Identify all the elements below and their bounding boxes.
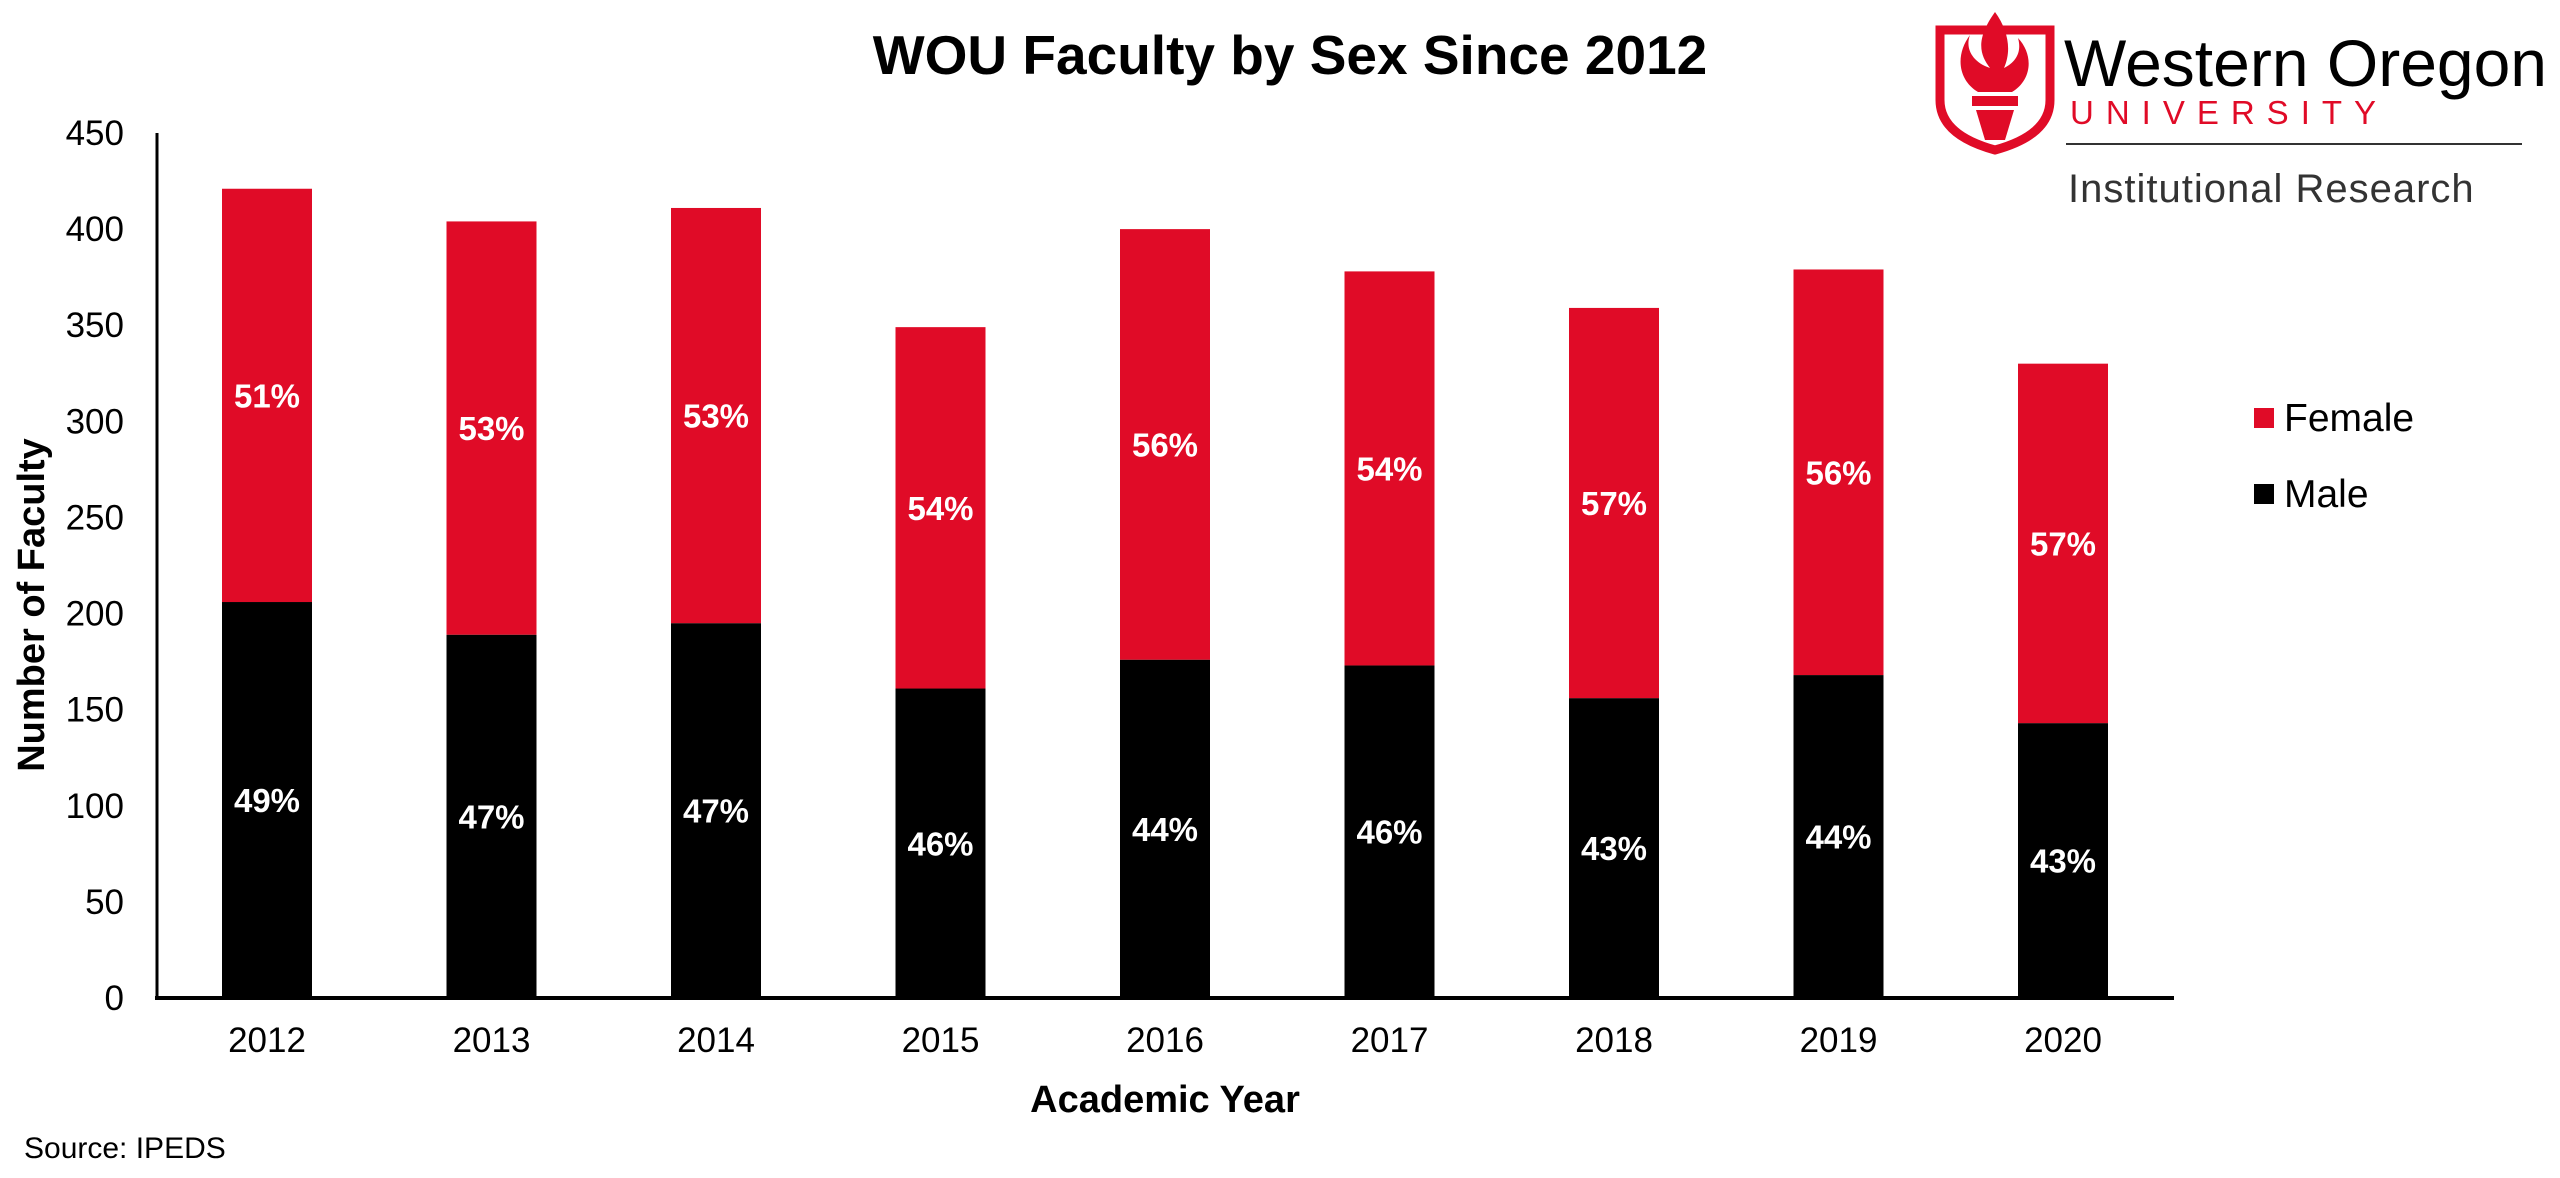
- x-axis-ticks: 2012 2013 2014 2015 2016 2017 2018 2019 2020: [228, 1021, 2102, 1060]
- bar-male-2020: [2018, 723, 2108, 998]
- bar-female-2014: [671, 207, 761, 624]
- bar-label-female-2019: 56%: [1805, 454, 1871, 491]
- y-axis-title: Number of Faculty: [11, 438, 53, 772]
- bar-label-male-2019: 44%: [1805, 819, 1871, 856]
- logo-university: UNIVERSITY: [2070, 94, 2388, 131]
- x-axis-title: Academic Year: [1030, 1079, 1300, 1121]
- bar-label-female-2020: 57%: [2030, 525, 2096, 562]
- bar-label-male-2017: 46%: [1356, 814, 1422, 851]
- bar-label-female-2017: 54%: [1356, 450, 1422, 487]
- bar-male-2012: [222, 602, 312, 998]
- wou-logo: Western Oregon UNIVERSITY Institutional …: [1935, 12, 2547, 211]
- bar-female-2019: [1793, 269, 1884, 676]
- bar-male-2014: [671, 623, 761, 998]
- bar-female-2015: [895, 327, 986, 689]
- bar-label-female-2013: 53%: [458, 410, 524, 447]
- bar-label-female-2014: 53%: [683, 398, 749, 435]
- y-tick-label: 0: [105, 979, 124, 1018]
- bar-label-female-2016: 56%: [1132, 426, 1198, 463]
- legend-swatch-female: [2254, 408, 2274, 428]
- x-tick-label: 2018: [1575, 1021, 1653, 1060]
- bar-female-2016: [1120, 229, 1210, 660]
- bar-label-male-2020: 43%: [2030, 843, 2096, 880]
- bar-female-2013: [446, 221, 537, 635]
- y-tick-label: 250: [66, 498, 124, 537]
- bar-label-male-2012: 49%: [234, 782, 300, 819]
- logo-name: Western Oregon: [2064, 26, 2547, 100]
- y-tick-label: 150: [66, 691, 124, 730]
- bar-female-2018: [1569, 307, 1659, 699]
- bar-label-female-2018: 57%: [1581, 485, 1647, 522]
- y-tick-label: 350: [66, 306, 124, 345]
- plot-area: 49% 51% 47% 53% 47% 53% 46% 54% 44% 56% 46% 54% 43% 5…: [222, 188, 2108, 998]
- logo-department: Institutional Research: [2068, 167, 2475, 211]
- y-tick-label: 400: [66, 210, 124, 249]
- y-tick-label: 100: [66, 787, 124, 826]
- x-tick-label: 2014: [677, 1021, 755, 1060]
- bar-female-2017: [1344, 271, 1435, 666]
- bar-male-2019: [1793, 675, 1884, 998]
- bar-male-2018: [1569, 698, 1659, 998]
- bar-male-2017: [1344, 665, 1435, 998]
- bar-male-2016: [1120, 659, 1210, 998]
- x-tick-label: 2019: [1800, 1021, 1878, 1060]
- x-tick-label: 2016: [1126, 1021, 1204, 1060]
- source-note: Source: IPEDS: [24, 1132, 226, 1165]
- y-tick-label: 450: [66, 114, 124, 153]
- torch-shield-icon: [1935, 12, 2055, 155]
- legend-label-male: Male: [2284, 473, 2369, 516]
- y-tick-label: 200: [66, 595, 124, 634]
- x-tick-label: 2013: [453, 1021, 531, 1060]
- bar-male-2015: [895, 688, 986, 998]
- legend-swatch-male: [2254, 484, 2274, 504]
- bar-female-2020: [2018, 363, 2108, 724]
- y-tick-label: 300: [66, 402, 124, 441]
- bar-male-2013: [446, 634, 537, 998]
- chart-title: WOU Faculty by Sex Since 2012: [873, 24, 1708, 86]
- legend: Female Male: [2254, 397, 2414, 516]
- x-tick-label: 2020: [2024, 1021, 2102, 1060]
- x-tick-label: 2012: [228, 1021, 306, 1060]
- legend-label-female: Female: [2284, 397, 2414, 440]
- y-tick-label: 50: [85, 883, 124, 922]
- bar-label-male-2015: 46%: [907, 825, 973, 862]
- bar-label-male-2013: 47%: [458, 798, 524, 835]
- bar-label-female-2012: 51%: [234, 377, 300, 414]
- bar-label-male-2014: 47%: [683, 793, 749, 830]
- bar-label-male-2016: 44%: [1132, 811, 1198, 848]
- x-tick-label: 2015: [902, 1021, 980, 1060]
- y-axis-ticks: 0 50 100 150 200 250 300 350 400 450: [66, 114, 124, 1018]
- bar-female-2012: [222, 188, 312, 603]
- x-tick-label: 2017: [1351, 1021, 1429, 1060]
- bar-label-male-2018: 43%: [1581, 830, 1647, 867]
- bar-label-female-2015: 54%: [907, 490, 973, 527]
